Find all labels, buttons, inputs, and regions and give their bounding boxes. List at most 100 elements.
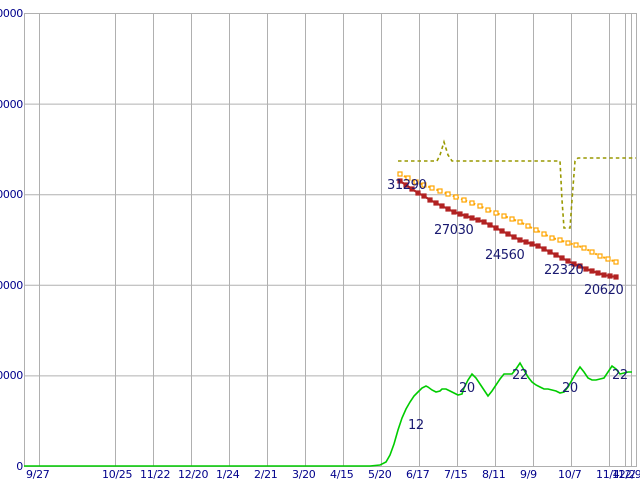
data-point-marker <box>549 235 555 241</box>
data-point-marker <box>469 215 475 221</box>
data-point-marker <box>475 217 481 223</box>
data-point-marker <box>559 255 565 261</box>
data-point-marker <box>511 234 517 240</box>
x-axis-tick-label: 9/9 <box>520 468 537 481</box>
data-point-marker <box>601 272 607 278</box>
x-axis-tick-label: 4/15 <box>330 468 354 481</box>
data-point-marker <box>477 203 483 209</box>
data-point-marker <box>565 258 571 264</box>
x-axis-tick-label: 12/2 <box>612 468 636 481</box>
data-point-marker <box>499 228 505 234</box>
x-axis-tick-label: 9/27 <box>26 468 50 481</box>
x-axis-tick-label: 10/7 <box>558 468 582 481</box>
data-point-marker <box>481 219 487 225</box>
series-line-olive-series <box>398 139 636 229</box>
data-point-value-label: 31290 <box>387 178 427 193</box>
data-point-marker <box>547 249 553 255</box>
x-axis-tick-label: 3/20 <box>292 468 316 481</box>
data-point-value-label: 24560 <box>485 248 525 263</box>
data-point-value-label: 20 <box>562 381 578 396</box>
data-point-value-label: 22320 <box>544 263 584 278</box>
data-point-marker <box>445 191 451 197</box>
data-point-marker <box>613 274 619 280</box>
data-point-marker <box>517 237 523 243</box>
data-point-marker <box>397 178 403 184</box>
data-point-marker <box>485 207 491 213</box>
data-point-marker <box>597 253 603 259</box>
x-axis-tick-label: 12/20 <box>178 468 209 481</box>
data-point-marker <box>421 193 427 199</box>
data-point-marker <box>461 197 467 203</box>
data-point-marker <box>589 249 595 255</box>
y-axis-tick-label: 50000 <box>0 7 23 20</box>
data-point-marker <box>463 213 469 219</box>
data-point-marker <box>589 268 595 274</box>
data-point-value-label: 22 <box>612 368 628 383</box>
data-point-marker <box>469 200 475 206</box>
data-point-marker <box>523 239 529 245</box>
series-line-orange-series <box>399 173 617 263</box>
data-point-marker <box>437 188 443 194</box>
data-point-marker <box>453 194 459 200</box>
x-axis-tick-label: 5/20 <box>368 468 392 481</box>
data-point-marker <box>533 227 539 233</box>
data-point-marker <box>427 197 433 203</box>
data-point-marker <box>565 240 571 246</box>
x-axis-tick-label: 11/22 <box>140 468 171 481</box>
data-point-marker <box>409 186 415 192</box>
data-point-marker <box>607 273 613 279</box>
data-point-marker <box>493 210 499 216</box>
data-point-marker <box>429 185 435 191</box>
data-point-marker <box>573 242 579 248</box>
data-point-value-label: 27030 <box>434 223 474 238</box>
data-point-marker <box>413 179 419 185</box>
y-axis-tick-label: 0 <box>16 460 23 473</box>
data-point-value-label: 22 <box>512 368 528 383</box>
data-point-marker <box>501 213 507 219</box>
data-point-value-label: 20620 <box>584 283 624 298</box>
data-point-marker <box>451 209 457 215</box>
data-point-marker <box>605 256 611 262</box>
x-axis-tick-label: 11/4 <box>596 468 620 481</box>
x-axis-tick-label: 2/21 <box>254 468 278 481</box>
series-line-green-series <box>24 361 632 467</box>
data-point-marker <box>433 200 439 206</box>
data-point-marker <box>581 245 587 251</box>
data-point-marker <box>553 252 559 258</box>
data-point-marker <box>405 175 411 181</box>
x-axis-tick-label: 1/24 <box>216 468 240 481</box>
data-point-marker <box>517 219 523 225</box>
data-point-marker <box>403 182 409 188</box>
y-axis-tick-label: 30000 <box>0 188 23 202</box>
data-point-marker <box>595 270 601 276</box>
y-axis-tick-label: 20000 <box>0 278 23 292</box>
data-point-marker <box>487 222 493 228</box>
data-point-marker <box>525 223 531 229</box>
data-point-marker <box>439 203 445 209</box>
x-axis-tick-label: 12/9 <box>618 468 640 481</box>
data-point-marker <box>457 211 463 217</box>
data-point-marker <box>397 171 403 177</box>
x-axis-tick-label: 7/15 <box>444 468 468 481</box>
data-point-marker <box>557 237 563 243</box>
data-point-value-label: 20 <box>459 381 475 396</box>
data-point-marker <box>583 266 589 272</box>
data-point-marker <box>535 243 541 249</box>
data-point-marker <box>541 246 547 252</box>
data-point-marker <box>421 182 427 188</box>
x-axis-tick-label: 10/25 <box>102 468 133 481</box>
data-point-marker <box>613 259 619 265</box>
data-point-marker <box>529 241 535 247</box>
data-point-marker <box>577 263 583 269</box>
x-axis-tick-label: 6/17 <box>406 468 430 481</box>
data-point-value-label: 12 <box>408 418 424 433</box>
data-point-marker <box>541 231 547 237</box>
data-point-marker <box>493 225 499 231</box>
data-point-marker <box>445 206 451 212</box>
data-point-marker <box>509 216 515 222</box>
x-axis-tick-label: 8/11 <box>482 468 506 481</box>
data-point-marker <box>505 231 511 237</box>
data-point-marker <box>571 261 577 267</box>
